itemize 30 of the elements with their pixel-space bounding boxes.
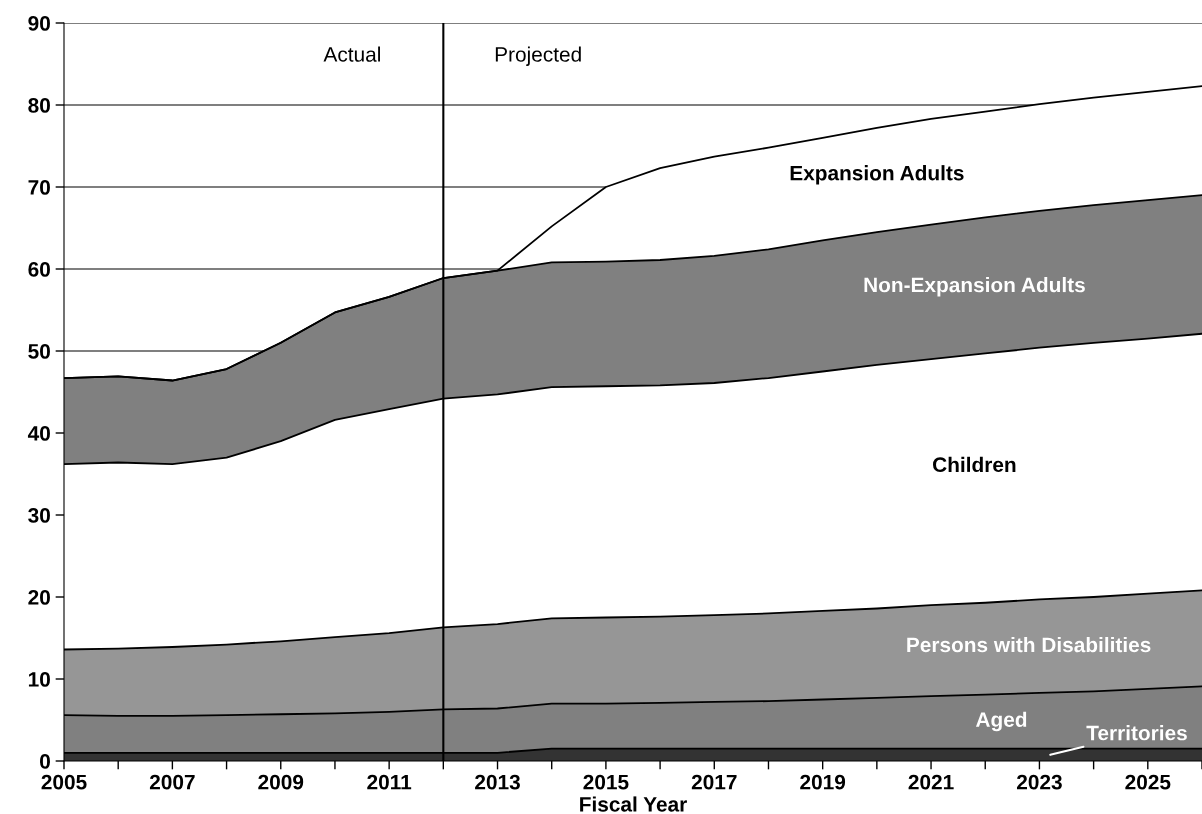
series-label: Children <box>933 456 1016 473</box>
x-tick-label: 2017 <box>691 774 737 790</box>
y-tick-label: 70 <box>28 180 50 195</box>
x-tick-label: 2019 <box>800 774 846 790</box>
y-tick-label: 50 <box>28 344 50 359</box>
x-tick-label: 2013 <box>475 774 520 790</box>
x-tick-label: 2021 <box>908 774 954 790</box>
x-tick-label: 2015 <box>583 774 629 790</box>
y-tick-label: 10 <box>28 672 50 687</box>
series-label: Non-Expansion Adults <box>864 277 1085 297</box>
y-tick-label: 80 <box>28 98 50 113</box>
annotation: Projected <box>495 46 581 66</box>
x-tick-label: 2005 <box>41 774 87 790</box>
y-tick-label: 30 <box>28 508 50 523</box>
x-tick-label: 2025 <box>1125 774 1171 790</box>
y-tick-label: 90 <box>28 16 50 31</box>
y-tick-label: 20 <box>28 590 50 605</box>
x-tick-label: 2023 <box>1016 774 1062 790</box>
series-label: Persons with Disabilities <box>907 636 1151 653</box>
x-tick-label: 2009 <box>258 774 304 790</box>
series-label: Territories <box>1086 725 1187 741</box>
x-axis-title: Fiscal Year <box>580 796 687 812</box>
y-tick-label: 60 <box>28 262 50 277</box>
y-tick-label: 0 <box>40 754 50 769</box>
x-tick-label: 2007 <box>149 774 195 790</box>
annotation: Actual <box>323 46 380 62</box>
series-label: Expansion Adults <box>790 165 964 185</box>
series-label: Aged <box>975 711 1027 732</box>
y-tick-label: 40 <box>27 426 50 441</box>
x-tick-label: 2011 <box>367 774 412 790</box>
